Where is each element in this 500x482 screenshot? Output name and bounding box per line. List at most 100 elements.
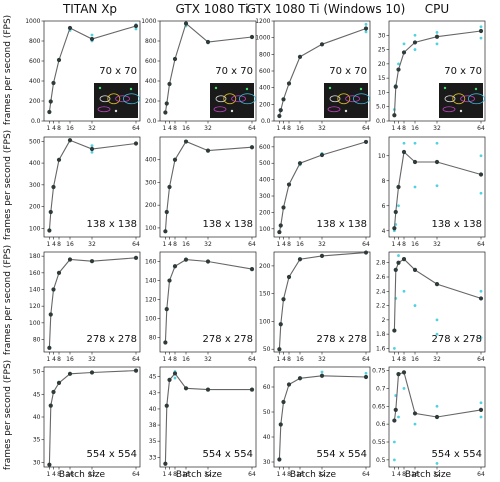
y-tick-label: 5.0: [376, 104, 386, 111]
y-tick-label: 100: [259, 226, 271, 233]
raw-point: [90, 33, 94, 37]
y-tick-label: 38: [149, 422, 157, 429]
x-tick-label: 16: [296, 125, 304, 132]
x-tick-label: 16: [182, 241, 190, 248]
data-point: [205, 148, 211, 153]
data-point: [163, 461, 168, 466]
panel-gtx-1080-ti-70-x-70: 0.0 200 400 600 800 1000 1 4 8 16 32 64 70 x 70: [141, 18, 257, 132]
x-tick-label: 64: [248, 356, 256, 363]
data-point: [67, 138, 73, 143]
x-tick-label: 4: [168, 241, 172, 248]
data-point: [47, 109, 52, 115]
tracked-object-outline: [337, 93, 351, 105]
data-point: [249, 267, 255, 272]
data-point: [319, 152, 325, 158]
raw-point: [397, 254, 400, 257]
y-tick-label: 160: [29, 270, 41, 277]
raw-point: [392, 347, 396, 350]
y-tick-label: 15: [378, 75, 386, 82]
data-point: [277, 229, 282, 235]
raw-point: [435, 42, 439, 46]
data-point: [167, 184, 172, 190]
y-tick-label: 800: [29, 38, 41, 45]
data-point: [286, 274, 292, 280]
data-point: [67, 371, 73, 376]
data-point: [164, 209, 169, 215]
data-point: [393, 209, 398, 215]
data-point: [393, 267, 398, 272]
tracked-object-outline: [213, 106, 227, 113]
y-tick-label: 33: [149, 454, 157, 461]
y-tick-label: 400: [259, 85, 271, 92]
y-tick-label: 0.75: [372, 368, 386, 375]
column-title-gtx-1080-ti-windows: GTX 1080 Ti (Windows 10): [247, 2, 406, 16]
raw-point: [435, 184, 439, 188]
tracked-object-outline: [223, 93, 237, 105]
y-tick-label: 43: [149, 390, 157, 397]
column-title-cpu: CPU: [425, 2, 449, 16]
x-tick-label: 32: [204, 125, 212, 132]
y-tick-label: 2.6: [376, 274, 386, 281]
raw-point: [435, 404, 439, 408]
x-tick-label: 1: [46, 471, 50, 478]
y-tick-label: 120: [145, 297, 157, 304]
data-point: [133, 255, 139, 260]
x-tick-label: 8: [287, 125, 291, 132]
x-tick-label: 8: [287, 471, 291, 478]
marker-dot: [344, 109, 348, 113]
panel-gtx-1080-ti-windows-10-554-x-554: 30 40 50 60 1 4 8 16 32 64 554 x 554: [263, 366, 371, 478]
x-tick-label: 8: [402, 356, 406, 363]
x-tick-label: 1: [391, 471, 395, 478]
x-tick-label: 4: [52, 471, 56, 478]
data-point: [89, 259, 95, 264]
y-tick-label: 600: [145, 58, 157, 65]
x-tick-label: 4: [397, 125, 401, 132]
x-tick-label: 4: [282, 125, 286, 132]
raw-point: [479, 36, 483, 40]
raw-point: [392, 458, 396, 462]
x-tick-label: 8: [402, 241, 406, 248]
sample-image-thumbnail: [439, 83, 485, 118]
y-tick-label: 8: [382, 178, 386, 185]
x-tick-label: 32: [88, 241, 96, 248]
data-point: [172, 264, 178, 269]
data-point: [478, 172, 484, 177]
raw-point: [413, 304, 417, 307]
data-point: [396, 184, 401, 190]
resolution-label: 70 x 70: [444, 66, 482, 77]
y-tick-label: 1.6: [376, 345, 386, 352]
x-tick-label: 32: [433, 241, 441, 248]
data-point: [183, 257, 189, 262]
y-tick-label: 200: [259, 101, 271, 108]
x-tick-label: 1: [162, 356, 166, 363]
data-point: [401, 149, 407, 155]
y-axis-label-row-1: frames per second (FPS): [3, 15, 13, 125]
raw-point: [479, 25, 483, 29]
data-point: [51, 80, 56, 86]
data-point: [278, 108, 283, 113]
y-tick-label: 200: [29, 204, 41, 211]
data-point: [163, 340, 168, 345]
x-tick-label: 4: [282, 356, 286, 363]
y-tick-label: 100: [145, 225, 157, 232]
y-tick-label: 200: [259, 209, 271, 216]
y-tick-label: 35: [33, 437, 41, 444]
raw-point: [435, 318, 439, 322]
raw-point: [413, 141, 417, 145]
data-point: [281, 399, 286, 405]
y-tick-label: 300: [259, 193, 271, 200]
y-tick-label: 0.7: [376, 385, 386, 392]
x-tick-label: 64: [248, 125, 256, 132]
x-tick-label: 4: [168, 471, 172, 478]
tracked-object-outline: [444, 95, 456, 103]
x-tick-label: 16: [66, 241, 74, 248]
data-point: [172, 157, 178, 162]
raw-point: [479, 415, 483, 419]
y-tick-label: 30: [33, 459, 41, 466]
resolution-label: 138 x 138: [87, 219, 137, 230]
data-point: [412, 159, 418, 165]
y-tick-label: 200: [145, 98, 157, 105]
data-point: [47, 462, 52, 467]
data-point: [278, 322, 283, 327]
